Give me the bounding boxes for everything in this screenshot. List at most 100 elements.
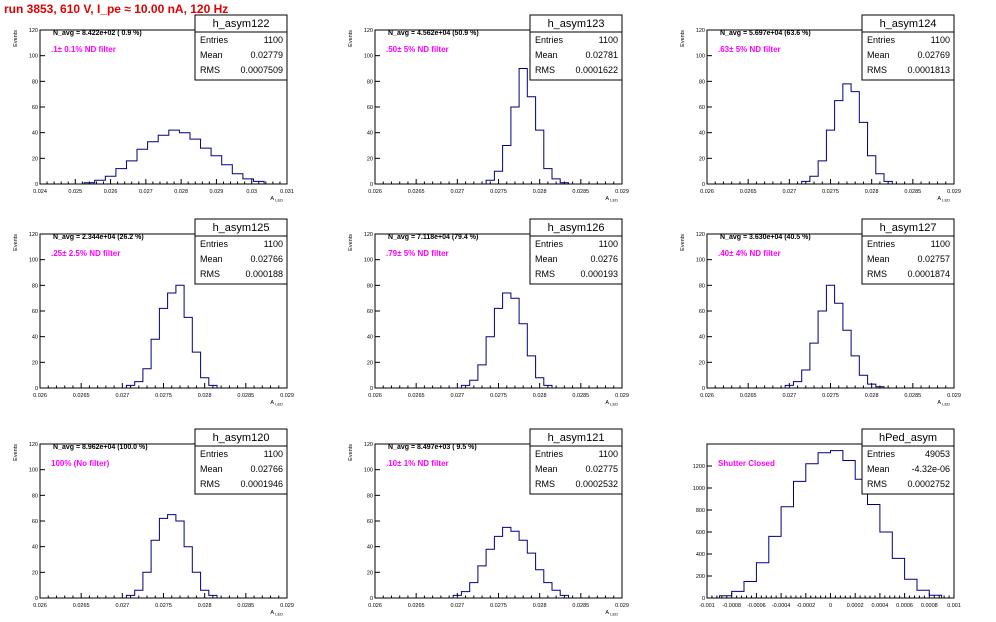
y-tick-label: 0	[702, 596, 705, 602]
x-tick-label: -0.001	[699, 603, 715, 609]
stats-value: 49053	[925, 449, 950, 459]
y-tick-label: 80	[367, 493, 373, 499]
stats-title: h_asym127	[880, 222, 937, 234]
histogram-bin	[527, 356, 535, 388]
stats-title: h_asym123	[548, 18, 605, 30]
x-tick-label: 0.028	[198, 393, 212, 399]
y-tick-label: 120	[696, 232, 705, 238]
stats-box	[194, 428, 288, 495]
stats-value: 0.0001622	[575, 65, 618, 75]
stats-value: 0.0276	[590, 254, 618, 264]
x-tick-label: 0.026	[700, 393, 714, 399]
x-axis-label: A LED	[270, 196, 283, 203]
stats-label: Entries	[867, 449, 896, 459]
run-title: run 3853, 610 V, I_pe ≈ 10.00 nA, 120 Hz	[4, 2, 229, 16]
histogram-bin	[159, 518, 167, 598]
histogram-bin	[169, 130, 180, 184]
x-tick-label: 0.0275	[490, 393, 507, 399]
y-tick-label: 80	[699, 79, 705, 85]
stats-value: 0.0002752	[907, 479, 950, 489]
x-tick-label: 0.025	[68, 189, 82, 195]
navg-label: N_avg = 8.497e+03 ( 9.5 %)	[388, 444, 477, 451]
stats-value: 0.0001946	[240, 479, 283, 489]
stats-label: Entries	[867, 35, 896, 45]
histogram-bin	[184, 317, 192, 388]
stats-label: Mean	[200, 464, 223, 474]
y-axis-label: Events	[348, 30, 354, 47]
filter-label: .50± 5% ND filter	[386, 45, 449, 54]
stats-title: h_asym121	[548, 432, 605, 444]
stats-value: 0.02775	[585, 464, 618, 474]
x-tick-label: 0.0265	[408, 393, 425, 399]
histogram-bin	[179, 133, 190, 184]
y-tick-label: 120	[29, 28, 38, 34]
x-tick-label: 0.027	[139, 189, 153, 195]
histogram-bin	[519, 540, 527, 598]
y-tick-label: 200	[696, 574, 705, 580]
stats-box	[194, 218, 288, 285]
x-tick-label: 0.0265	[740, 189, 757, 195]
panel-h_asym125: 0.026 0.0265 0.027 0.0275 0.028 0.0285 0.029 0 2…	[13, 218, 294, 407]
y-tick-label: 60	[32, 105, 38, 111]
x-tick-label: 0.0002	[847, 603, 864, 609]
stats-label: Entries	[200, 239, 229, 249]
x-tick-label: 0.029	[615, 603, 629, 609]
histogram-bin	[802, 370, 810, 388]
y-tick-label: 1000	[693, 486, 705, 492]
stats-value: 1100	[599, 449, 618, 459]
histogram-line	[83, 129, 265, 184]
histogram-line	[125, 514, 218, 598]
x-tick-label: 0	[829, 603, 832, 609]
stats-value: 0.0007509	[240, 65, 283, 75]
navg-label: N_avg = 3.630e+04 (40.5 %)	[720, 234, 811, 241]
y-tick-label: 20	[699, 156, 705, 162]
y-tick-label: 80	[367, 283, 373, 289]
x-axis-label: A LED	[937, 400, 950, 407]
stats-title: h_asym125	[213, 222, 270, 234]
y-tick-label: 80	[32, 493, 38, 499]
y-tick-label: 100	[364, 258, 373, 264]
histogram-bin	[168, 293, 176, 388]
histogram-bin	[519, 324, 527, 388]
y-tick-label: 0	[702, 386, 705, 392]
filter-label: Shutter Closed	[718, 459, 775, 468]
y-tick-label: 0	[370, 596, 373, 602]
stats-value: 1100	[264, 239, 283, 249]
stats-value: 1100	[264, 449, 283, 459]
x-tick-label: 0.026	[104, 189, 118, 195]
y-tick-label: 120	[364, 442, 373, 448]
filter-label: .1± 0.1% ND filter	[51, 45, 116, 54]
stats-value: 0.0001813	[907, 65, 950, 75]
stats-value: 0.02781	[585, 50, 618, 60]
x-tick-label: 0.028	[198, 603, 212, 609]
stats-label: RMS	[535, 479, 555, 489]
stats-title: h_asym120	[213, 432, 270, 444]
x-tick-label: 0.0285	[904, 393, 921, 399]
histogram-bin	[494, 308, 502, 388]
x-tick-label: 0.029	[210, 189, 224, 195]
histogram-bin	[184, 547, 192, 598]
y-tick-label: 20	[367, 360, 373, 366]
stats-label: Entries	[200, 35, 229, 45]
histogram-line	[460, 292, 553, 388]
histogram-bin	[519, 69, 527, 185]
y-tick-label: 0	[702, 182, 705, 188]
y-tick-label: 40	[367, 545, 373, 551]
histogram-bin	[536, 130, 544, 184]
histogram-bin	[818, 453, 830, 598]
y-tick-label: 0	[35, 182, 38, 188]
x-tick-label: 0.0275	[822, 393, 839, 399]
histogram-bin	[806, 464, 818, 598]
stats-label: RMS	[200, 65, 220, 75]
histogram-bin	[478, 365, 486, 388]
x-tick-label: 0.0285	[572, 603, 589, 609]
stats-label: RMS	[867, 269, 887, 279]
y-tick-label: 40	[699, 335, 705, 341]
x-tick-label: 0.0265	[73, 603, 90, 609]
y-tick-label: 20	[32, 570, 38, 576]
stats-label: Entries	[867, 239, 896, 249]
histogram-bin	[192, 352, 200, 388]
stats-label: RMS	[867, 479, 887, 489]
y-tick-label: 80	[32, 283, 38, 289]
